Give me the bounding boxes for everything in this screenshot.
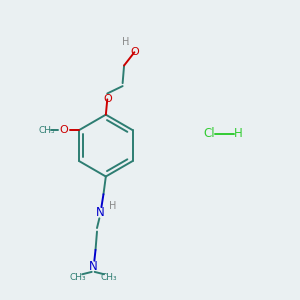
Text: H: H xyxy=(234,127,243,140)
Text: N: N xyxy=(96,206,104,219)
Text: O: O xyxy=(130,47,139,57)
Text: H: H xyxy=(109,201,116,211)
Text: CH₃: CH₃ xyxy=(100,273,117,282)
Text: CH₃: CH₃ xyxy=(70,273,86,282)
Text: N: N xyxy=(89,260,98,272)
Text: O: O xyxy=(103,94,112,104)
Text: CH₃: CH₃ xyxy=(38,126,55,135)
Text: H: H xyxy=(122,37,130,47)
Text: ·: · xyxy=(127,43,129,49)
Text: Cl: Cl xyxy=(203,127,215,140)
Text: O: O xyxy=(59,125,68,135)
